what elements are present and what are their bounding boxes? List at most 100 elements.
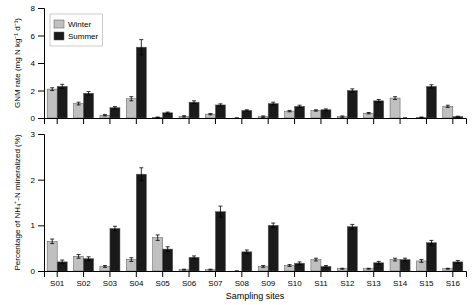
tick-label: S02 [76,279,91,288]
tick: S14 [393,271,408,288]
tick-label: 0 [31,114,36,123]
tick: S09 [261,271,276,288]
tick-label: S04 [129,279,144,288]
tick-mark [215,271,216,277]
tick [400,118,401,124]
tick-label: S13 [367,279,382,288]
tick-mark [189,118,190,124]
error-bar [87,92,91,95]
bar [126,99,136,118]
tick-mark [162,271,163,277]
error-bar [103,266,107,268]
error-bar [403,258,407,261]
bar [426,243,436,271]
error-bar [403,118,407,119]
bar [189,257,199,271]
tick-label: 0 [31,267,36,276]
error-bar [139,40,143,55]
error-bar [245,110,249,111]
error-bar [208,269,212,271]
tick-mark [373,271,374,277]
tick-mark [294,118,295,124]
error-bar [340,268,344,270]
bar [258,117,268,118]
tick-mark [57,271,58,277]
tick-mark [189,271,190,277]
legend-swatch [54,20,64,28]
error-bar [235,271,239,272]
x-axis: S01S02S03S04S05S06S07S08S09S10S11S12S13S… [45,271,467,288]
bar [100,115,110,118]
tick-mark [38,180,44,181]
error-bar [429,240,433,245]
error-bar [192,256,196,259]
tick: S13 [367,271,382,288]
error-bar [377,99,381,102]
bar [179,116,189,118]
bar [390,98,400,118]
error-bar [87,257,91,261]
tick-mark [400,271,401,277]
tick-mark [57,118,58,124]
bar-series [47,88,453,118]
error-bar [113,107,117,109]
tick-mark [268,118,269,124]
tick-mark [241,118,242,124]
tick-label: S15 [419,279,434,288]
tick-label: S01 [50,279,65,288]
tick-mark [83,271,84,277]
tick [373,118,374,124]
error-bar [156,117,160,118]
bar-series [57,168,463,271]
tick-mark [347,118,348,124]
bar [374,101,384,118]
tick-label: S08 [235,279,250,288]
error-bar [393,97,397,100]
tick-mark [347,271,348,277]
tick: S02 [76,271,91,288]
tick-mark [162,118,163,124]
error-bar [456,116,460,118]
tick-label: S12 [340,279,355,288]
bar [443,106,453,118]
tick-label: S10 [287,279,302,288]
tick [57,118,58,124]
tick: 6 [31,32,44,41]
tick-mark [38,134,44,135]
error-bar [350,224,354,229]
error-bar [288,110,292,111]
axis-line [38,9,45,119]
tick: S07 [208,271,223,288]
bar [57,86,67,118]
error-bar [218,104,222,106]
legend-swatch [54,32,64,40]
tick-mark [38,91,44,92]
bar [153,117,163,118]
error-bar [235,118,239,119]
panel: 02468GNM rate (mg N kg⁻¹ d⁻¹)WinterSumme… [13,4,467,124]
bar [163,113,173,118]
bar [364,113,374,118]
error-bar [298,105,302,107]
bar [268,225,278,271]
bar [337,269,347,271]
error-bar [261,266,265,268]
bar [242,252,252,271]
bar [443,269,453,271]
axis-line [38,135,45,272]
tick-mark [109,271,110,277]
tick-label: 4 [31,59,36,68]
bar [321,266,331,271]
tick-mark [294,271,295,277]
tick-mark [452,271,453,277]
tick-mark [38,118,44,119]
error-bar [192,101,196,104]
tick-label: 6 [31,32,36,41]
error-bar [60,260,64,264]
error-bar [288,265,292,267]
tick [294,118,295,124]
tick: S11 [314,271,328,288]
tick-mark [452,118,453,124]
tick-mark [215,118,216,124]
error-bar [77,102,81,105]
